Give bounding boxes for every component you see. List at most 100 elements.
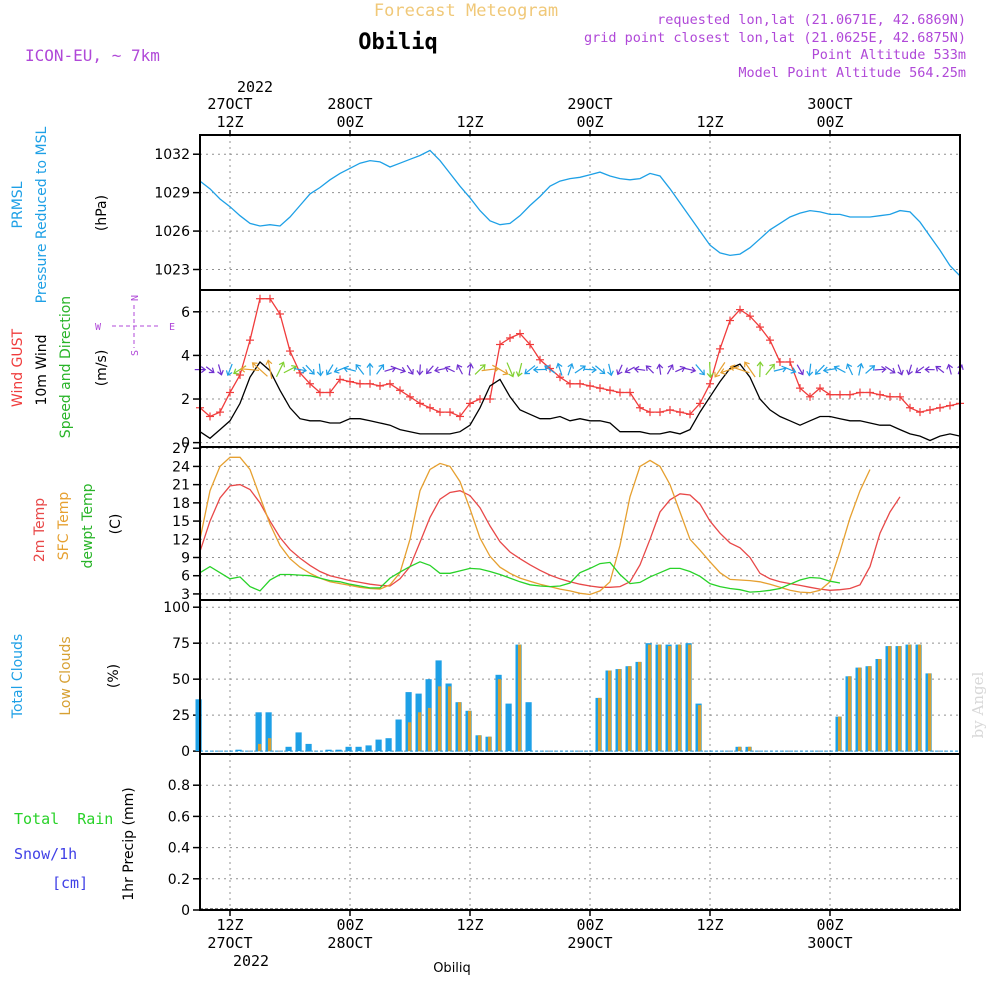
wind-direction-arrow	[865, 365, 876, 374]
wind-direction-arrow	[524, 365, 536, 375]
wind-direction-arrow	[765, 363, 775, 376]
total-cloud-bar	[375, 739, 382, 752]
wind-direction-arrow	[874, 365, 887, 373]
prmsl-line	[199, 149, 961, 277]
wind-direction-arrow	[434, 366, 446, 374]
low-cloud-bar	[908, 644, 912, 752]
temperature-panel: 3 6 9 12 15 18 21 24 27	[172, 441, 961, 603]
wind-direction-arrow	[555, 362, 563, 376]
total-cloud-bar	[525, 702, 532, 752]
gust-marker	[406, 392, 414, 401]
low-cloud-bar	[438, 686, 442, 752]
wind-direction-arrow	[366, 362, 374, 376]
wind-direction-arrow	[719, 365, 740, 375]
total-cloud-bar	[385, 738, 392, 752]
gust-marker	[336, 375, 344, 384]
y-tick-label: 27	[172, 441, 190, 457]
total-cloud-bar	[265, 712, 272, 752]
y-tick-label: 0.4	[168, 841, 190, 857]
compass-north: N	[130, 295, 141, 301]
total-clouds-label: Total Clouds	[10, 634, 26, 719]
y-tick-label: 0	[181, 903, 190, 919]
wind-direction-arrow	[425, 365, 434, 375]
wind10m-label: 10m Wind	[34, 334, 50, 405]
low-cloud-bar	[428, 707, 432, 752]
wind-direction-arrow	[656, 363, 664, 375]
wind-direction-arrow	[376, 364, 385, 375]
low-cloud-bar	[748, 746, 752, 752]
wind-direction-arrow	[406, 364, 414, 375]
gust-marker	[586, 381, 594, 390]
gust-marker	[206, 412, 214, 421]
wind-direction-arrow	[355, 363, 365, 375]
gust-marker	[746, 312, 754, 321]
gust-marker	[496, 340, 504, 349]
top-hour-label: 00Z	[576, 113, 603, 131]
wind-direction-arrow	[915, 366, 925, 374]
gust-marker	[816, 384, 824, 393]
gust-marker	[706, 379, 714, 388]
grid-point: grid point closest lon,lat (21.0625E, 42…	[584, 30, 966, 46]
total-cloud-bar	[325, 749, 332, 752]
top-hour-label: 12Z	[456, 113, 483, 131]
wind-direction-arrow	[675, 365, 686, 373]
wind-direction-arrow	[506, 362, 515, 378]
precip-frame	[199, 753, 961, 911]
gust-marker	[796, 384, 804, 393]
wind-direction-arrow	[946, 363, 953, 375]
gust-marker	[696, 399, 704, 408]
y-tick-label: 6	[181, 305, 190, 321]
y-tick-label: 2	[181, 392, 190, 408]
wind-direction-arrow	[532, 366, 547, 374]
gust-marker	[936, 403, 944, 412]
gust-marker	[276, 309, 284, 318]
total-cloud-bar	[335, 749, 342, 752]
gust-marker	[426, 403, 434, 412]
wind-direction-arrow	[265, 359, 273, 379]
wind-direction-arrow	[217, 364, 224, 376]
gust-marker	[566, 379, 574, 388]
wind-direction-arrow	[924, 366, 935, 374]
wind-direction-arrow	[845, 363, 854, 376]
temp-side-labels: 2m Temp SFC Temp dewpt Temp (C)	[32, 483, 124, 568]
gust-marker	[316, 388, 324, 397]
bottom-year-label: 2022	[233, 952, 269, 970]
low-cloud-bar	[678, 644, 682, 752]
wind-direction-arrow	[394, 366, 407, 374]
wind-direction-arrow	[515, 362, 523, 378]
dewpt-temp-line	[199, 561, 841, 593]
wind-direction-arrow	[833, 365, 846, 374]
low-cloud-bar	[408, 722, 412, 752]
2m-temp-line	[199, 483, 901, 591]
compass-south: S	[130, 350, 141, 356]
pressure-frame	[199, 134, 961, 291]
total-cloud-bar	[195, 699, 202, 752]
gust-marker	[346, 377, 354, 386]
wind-direction-arrow	[624, 366, 635, 374]
model-name: ICON-EU, ~ 7km	[25, 46, 160, 65]
y-tick-label: 9	[181, 551, 190, 567]
10m-wind-line	[199, 361, 961, 442]
wind-direction-arrow	[784, 366, 797, 374]
gust-marker	[556, 373, 564, 382]
low-cloud-bar	[838, 716, 842, 752]
bottom-hour-label: 12Z	[696, 916, 723, 934]
y-tick-label: 4	[181, 348, 190, 364]
model-point-altitude: Model Point Altitude 564.25m	[738, 65, 966, 81]
gust-marker	[446, 408, 454, 417]
wind-direction-arrow	[474, 364, 486, 375]
gust-marker	[606, 386, 614, 395]
pressure-label-line2: Pressure Reduced to MSL	[34, 126, 50, 303]
low-cloud-bar	[488, 736, 492, 752]
wind-direction-arrow	[607, 363, 614, 377]
gust-marker	[466, 399, 474, 408]
wind-direction-arrow	[806, 363, 814, 377]
top-date-label: 27OCT	[207, 95, 252, 113]
y-tick-label: 0.6	[168, 809, 190, 825]
wind-panel: 0 2 4 6	[181, 289, 964, 452]
gust-marker	[826, 390, 834, 399]
total-cloud-bar	[505, 703, 512, 752]
wind-direction-arrow	[225, 363, 233, 377]
top-year-label: 2022	[237, 78, 273, 96]
wind-direction-arrow	[684, 366, 697, 374]
